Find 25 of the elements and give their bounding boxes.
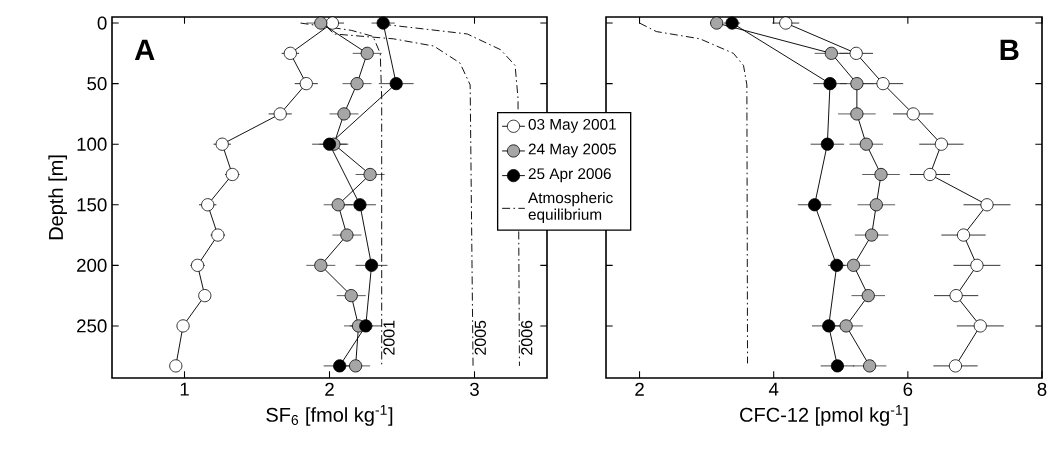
- y-tick-label: 150: [77, 198, 107, 212]
- y-axis-title: Depth [m]: [48, 155, 67, 240]
- annotation: 2001: [383, 320, 395, 355]
- legend-label: 03 May 2001: [528, 118, 616, 133]
- annotation: 2005: [474, 320, 486, 355]
- y-tick-label: 50: [87, 77, 107, 91]
- x-tick-label: 2: [635, 382, 644, 396]
- x-tick-label: 4: [768, 382, 779, 396]
- x-tick-label: 3: [470, 382, 479, 396]
- x-tick-label: 2: [325, 382, 334, 396]
- text: A: [134, 39, 155, 60]
- x-tick-label: 1: [180, 382, 189, 396]
- y-tick-label: 200: [77, 258, 107, 272]
- legend-label: 25 Apr 2006: [528, 168, 611, 183]
- y-tick-label: 0: [97, 16, 107, 30]
- x-axis-title: CFC-12 [pmol kg$^{-1}$]: [740, 405, 908, 426]
- legend-label: Atmospheric equilibrium: [528, 191, 613, 223]
- x-tick-label: 8: [1037, 382, 1047, 396]
- text: B: [1000, 39, 1019, 60]
- x-axis-title: SF$_{6}$ [fmol kg$^{-1}$]: [266, 405, 393, 426]
- y-tick-label: 250: [77, 319, 107, 333]
- annotation: 2006: [521, 320, 533, 355]
- y-tick-label: 100: [77, 137, 107, 151]
- x-tick-label: 6: [903, 382, 913, 396]
- legend-label: 24 May 2005: [528, 143, 616, 158]
